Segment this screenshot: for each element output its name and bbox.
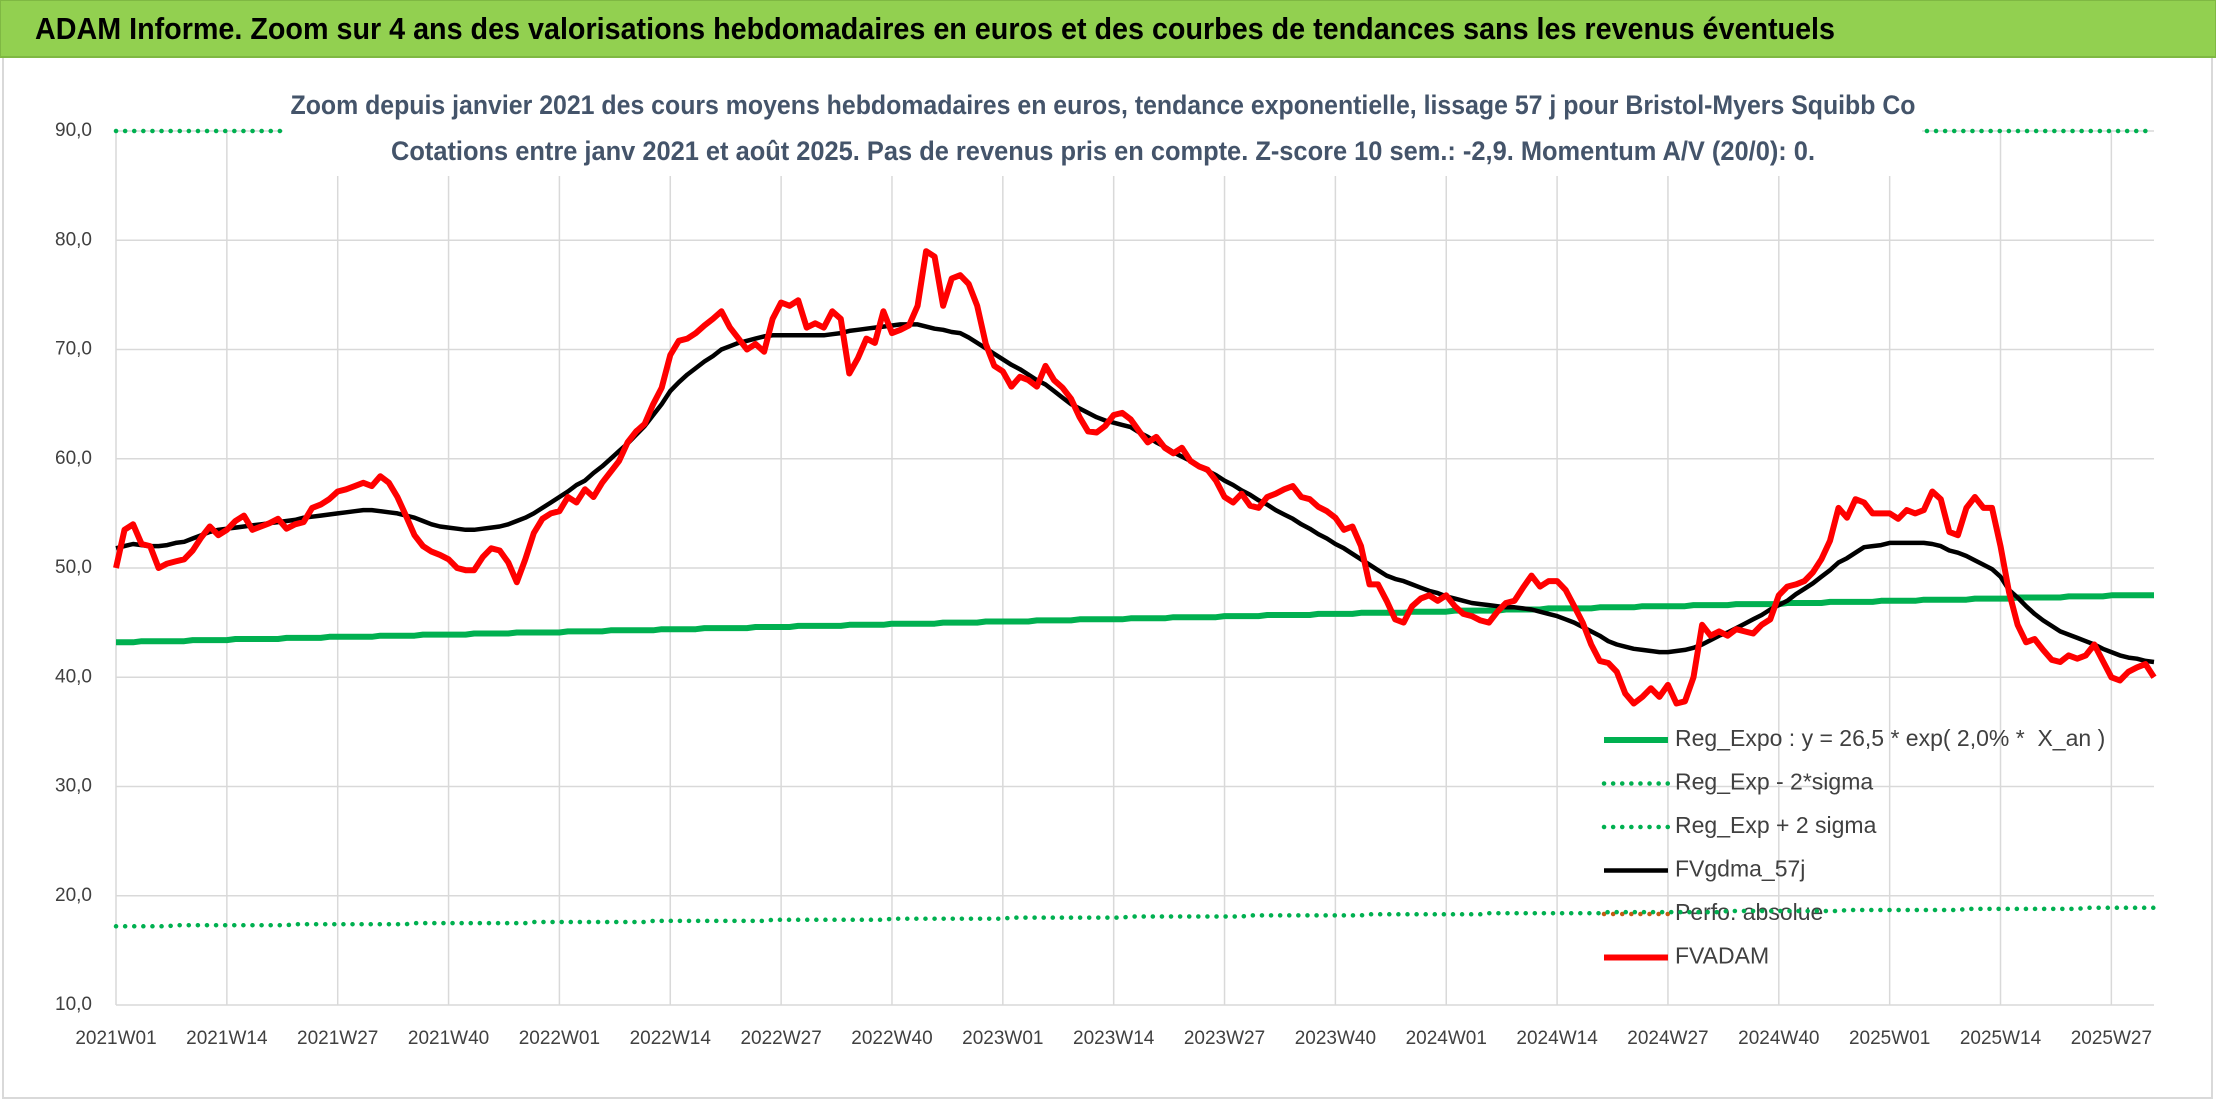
y-tick-label: 20,0 — [55, 885, 92, 906]
x-tick-label: 2022W40 — [851, 1028, 932, 1049]
chart-frame — [2, 56, 2213, 1099]
x-tick-label: 2021W14 — [186, 1028, 268, 1049]
x-tick-label: 2022W27 — [740, 1028, 821, 1049]
x-tick-label: 2021W01 — [75, 1028, 156, 1049]
subtitle-box — [283, 82, 1922, 176]
series-line — [113, 248, 2157, 707]
y-tick-label: 60,0 — [55, 448, 92, 469]
chart-title: ADAM Informe. Zoom sur 4 ans des valoris… — [35, 11, 1835, 46]
y-tick-label: 10,0 — [55, 994, 92, 1015]
plot — [113, 128, 2157, 929]
legend-label: Reg_Expo : y = 26,5 * exp( 2,0% * X_an ) — [1675, 725, 2105, 751]
x-tick-label: 2025W27 — [2071, 1028, 2152, 1049]
x-tick-label: 2021W27 — [297, 1028, 378, 1049]
x-tick-label: 2023W14 — [1073, 1028, 1155, 1049]
x-tick-label: 2024W01 — [1406, 1028, 1487, 1049]
x-tick-label: 2024W40 — [1738, 1028, 1819, 1049]
x-tick-label: 2023W01 — [962, 1028, 1043, 1049]
x-tick-label: 2024W27 — [1627, 1028, 1708, 1049]
x-tick-label: 2022W01 — [519, 1028, 600, 1049]
series-line — [113, 905, 2157, 929]
legend-label: Reg_Exp - 2*sigma — [1675, 769, 1873, 795]
subtitle: Zoom depuis janvier 2021 des cours moyen… — [291, 90, 1916, 120]
legend-label: Reg_Exp + 2 sigma — [1675, 812, 1877, 838]
legend-label: FVgdma_57j — [1675, 856, 1805, 882]
legend-label: FVADAM — [1675, 943, 1769, 969]
y-tick-label: 80,0 — [55, 229, 92, 250]
x-tick-label: 2022W14 — [630, 1028, 712, 1049]
series-line — [116, 592, 2154, 646]
y-tick-label: 90,0 — [55, 120, 92, 141]
y-tick-label: 30,0 — [55, 776, 92, 797]
x-tick-label: 2023W27 — [1184, 1028, 1265, 1049]
x-tick-label: 2025W01 — [1849, 1028, 1930, 1049]
title-banner — [0, 0, 2216, 58]
subtitle: Cotations entre janv 2021 et août 2025. … — [391, 136, 1815, 166]
legend: Reg_Expo : y = 26,5 * exp( 2,0% * X_an )… — [1601, 725, 2105, 969]
grid: 10,0 20,0 30,0 40,0 50,0 60,0 70,0 80,0 90,0 2021… — [55, 120, 2154, 1049]
x-tick-label: 2023W40 — [1295, 1028, 1376, 1049]
x-tick-label: 2025W14 — [1960, 1028, 2042, 1049]
y-tick-label: 70,0 — [55, 339, 92, 360]
y-tick-label: 40,0 — [55, 666, 92, 687]
x-tick-label: 2024W14 — [1516, 1028, 1598, 1049]
x-tick-label: 2021W40 — [408, 1028, 489, 1049]
y-tick-label: 50,0 — [55, 557, 92, 578]
